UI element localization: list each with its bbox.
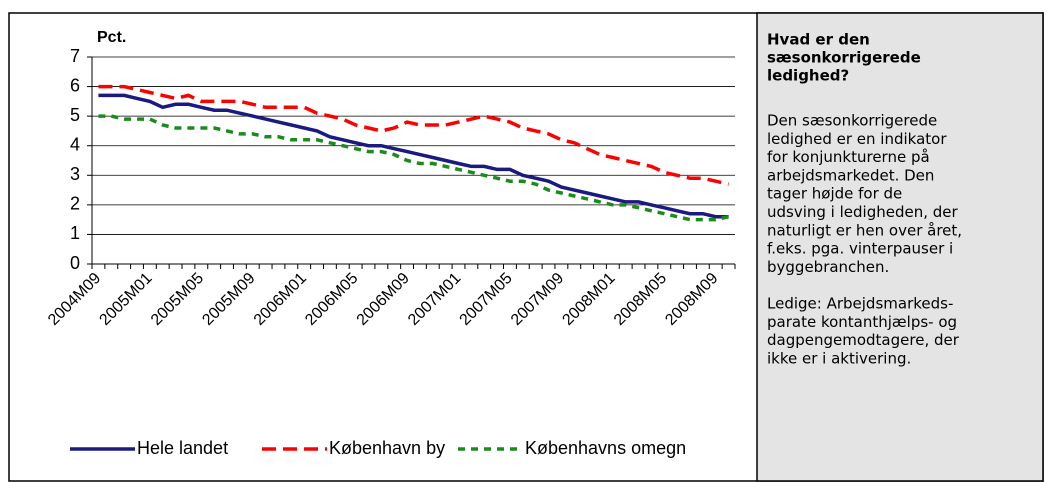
sidebar-text-line: arbejdsmarkedet. Den [767,166,934,184]
y-tick-label: 3 [70,164,80,184]
sidebar-title: ledighed? [767,67,849,85]
sidebar-text-line: ledighed er en indikator [767,130,947,148]
y-tick-label: 4 [70,134,80,154]
legend-label: Hele landet [137,438,228,458]
y-tick-label: 1 [70,223,80,243]
sidebar-text-line: udsving i ledigheden, der [767,203,959,221]
y-tick-label: 5 [70,105,80,125]
sidebar-text-line: for konjunkturerne på [767,148,930,166]
legend-label: Københavns omegn [525,438,686,458]
sidebar-text-line: Den sæsonkorrigerede [767,112,937,130]
series-line [98,93,729,219]
sidebar-text-line: ikke er i aktivering. [767,349,911,367]
series-line [98,84,729,186]
sidebar-text-line: parate kontanthjælps- og [767,313,957,331]
y-axis-label: Pct. [97,29,126,46]
y-tick-label: 0 [70,253,80,273]
sidebar-text-line: tager højde for de [767,185,902,203]
sidebar [756,12,1044,482]
sidebar-text-line: dagpengemodtagere, der [767,331,960,349]
y-tick-label: 2 [70,194,80,214]
y-tick-label: 6 [70,75,80,95]
series-line [98,114,729,222]
sidebar-text-line: f.eks. pga. vinterpauser i [767,240,953,258]
legend-label: København by [329,438,445,458]
sidebar-text-line: naturligt er hen over året, [767,221,962,239]
y-tick-label: 7 [70,46,80,66]
sidebar-text-line: byggebranchen. [767,258,889,276]
sidebar-text-line: Ledige: Arbejdsmarkeds- [767,295,953,313]
sidebar-title: sæsonkorrigerede [767,49,921,67]
sidebar-title: Hvad er den [767,31,870,49]
